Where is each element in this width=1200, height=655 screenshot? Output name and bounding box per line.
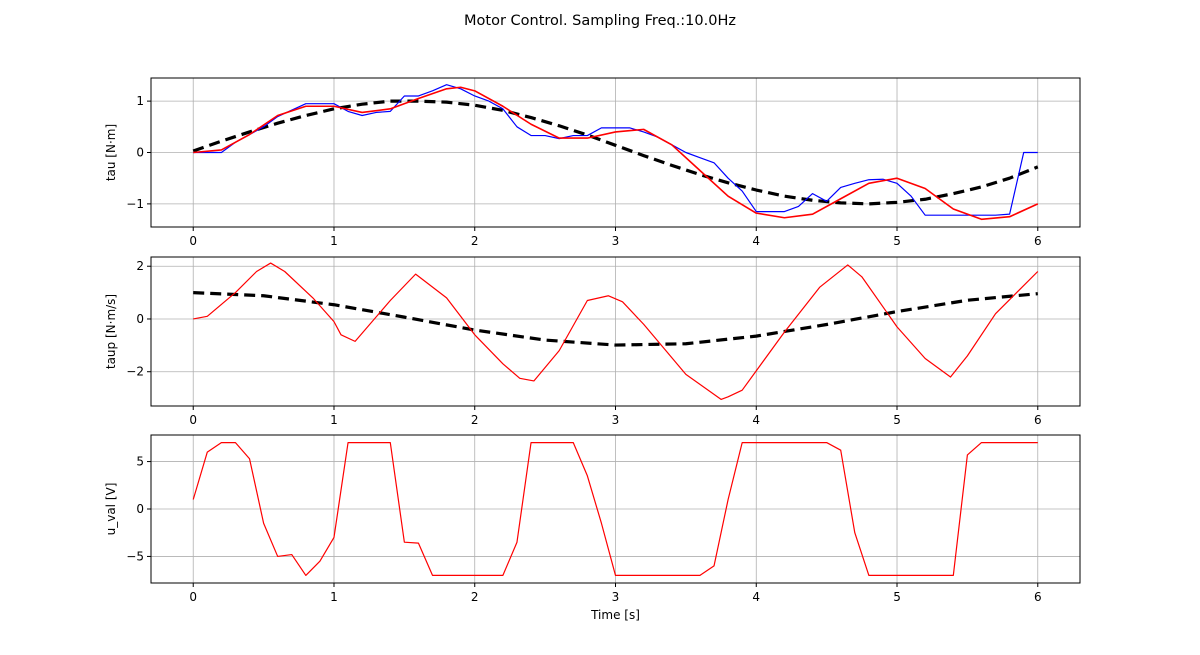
- x-tick-label: 6: [1034, 234, 1042, 248]
- x-tick-label: 0: [189, 234, 197, 248]
- y-tick-label: 0: [136, 502, 144, 516]
- y-tick-label: 1: [136, 94, 144, 108]
- series-line-1: [192, 441, 1038, 577]
- x-axis-label: Time [s]: [590, 608, 640, 622]
- x-tick-label: 1: [330, 590, 338, 604]
- series-line-3: [193, 86, 1039, 221]
- x-tick-label: 3: [612, 234, 620, 248]
- series-line-1: [192, 99, 1039, 206]
- x-tick-label: 3: [612, 413, 620, 427]
- series-group: [193, 262, 1039, 401]
- y-axis-label: u_val [V]: [104, 483, 118, 536]
- subplot-3: 0 1 2 3 4 5 6 −5 0 5 u_val [V] Time [s]: [104, 434, 1081, 622]
- y-tick-label: −2: [126, 365, 144, 379]
- x-tick-label: 3: [612, 590, 620, 604]
- series-group: [192, 84, 1039, 221]
- subplot-1: 0 1 2 3 4 5 6 −1 0 1 tau [N·m]: [104, 77, 1081, 248]
- x-tick-label: 2: [471, 413, 479, 427]
- x-tick-label: 0: [189, 413, 197, 427]
- y-tick-label: −5: [126, 549, 144, 563]
- y-tick-label: −1: [126, 197, 144, 211]
- series-line-2: [193, 262, 1039, 401]
- x-tick-label: 5: [893, 234, 901, 248]
- figure-title: Motor Control. Sampling Freq.:10.0Hz: [464, 13, 736, 29]
- x-tick-label: 2: [471, 590, 479, 604]
- x-tick-label: 4: [752, 413, 760, 427]
- subplot-2: 0 1 2 3 4 5 6 −2 0 2 taup [N·m/s]: [104, 256, 1081, 427]
- subplots: 0 1 2 3 4 5 6 −1 0 1 tau [N·m] 0 1 2 3 4 5 6 −2 0 2 taup [N·m…: [104, 77, 1081, 622]
- x-tick-label: 1: [330, 234, 338, 248]
- y-tick-label: 5: [136, 455, 144, 469]
- y-tick-label: 0: [136, 146, 144, 160]
- series-line-2: [193, 84, 1038, 216]
- x-tick-label: 5: [893, 413, 901, 427]
- y-tick-label: 2: [136, 259, 144, 273]
- series-line-1: [193, 291, 1038, 347]
- x-tick-label: 1: [330, 413, 338, 427]
- x-tick-label: 6: [1034, 413, 1042, 427]
- x-tick-label: 4: [752, 234, 760, 248]
- x-tick-label: 4: [752, 590, 760, 604]
- y-axis-label: tau [N·m]: [104, 124, 118, 181]
- y-tick-label: 0: [136, 312, 144, 326]
- x-tick-label: 6: [1034, 590, 1042, 604]
- y-axis-label: taup [N·m/s]: [104, 294, 118, 369]
- x-tick-label: 0: [189, 590, 197, 604]
- series-group: [192, 441, 1038, 577]
- x-tick-label: 2: [471, 234, 479, 248]
- x-tick-label: 5: [893, 590, 901, 604]
